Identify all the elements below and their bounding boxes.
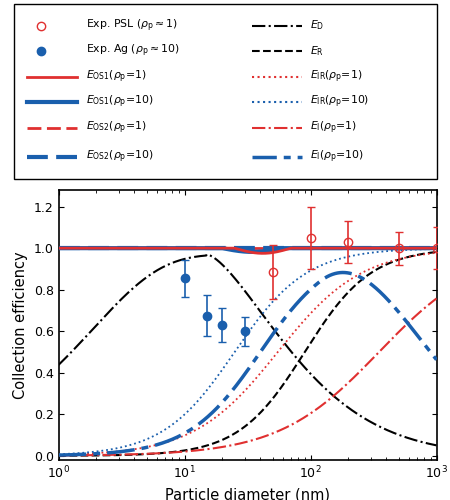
Text: Exp. PSL ($\rho_\mathrm{p}$$\approx$1): Exp. PSL ($\rho_\mathrm{p}$$\approx$1) — [86, 18, 177, 34]
Text: $E_\mathrm{I}$($\rho_\mathrm{p}$=1): $E_\mathrm{I}$($\rho_\mathrm{p}$=1) — [310, 120, 357, 136]
Text: $E_\mathrm{IR}$($\rho_\mathrm{p}$=1): $E_\mathrm{IR}$($\rho_\mathrm{p}$=1) — [310, 68, 363, 85]
Text: $E_\mathrm{IR}$($\rho_\mathrm{p}$=10): $E_\mathrm{IR}$($\rho_\mathrm{p}$=10) — [310, 94, 370, 110]
Text: $E_\mathrm{D}$: $E_\mathrm{D}$ — [310, 18, 325, 32]
Text: $E_\mathrm{I}$($\rho_\mathrm{p}$=10): $E_\mathrm{I}$($\rho_\mathrm{p}$=10) — [310, 149, 365, 165]
Text: $E_\mathrm{R}$: $E_\mathrm{R}$ — [310, 44, 324, 58]
Text: $E_\mathrm{OS1}$($\rho_\mathrm{p}$=1): $E_\mathrm{OS1}$($\rho_\mathrm{p}$=1) — [86, 68, 146, 85]
Text: $E_\mathrm{OS1}$($\rho_\mathrm{p}$=10): $E_\mathrm{OS1}$($\rho_\mathrm{p}$=10) — [86, 94, 153, 110]
Y-axis label: Collection efficiency: Collection efficiency — [13, 251, 28, 399]
Text: Exp. Ag ($\rho_\mathrm{p}$$\approx$10): Exp. Ag ($\rho_\mathrm{p}$$\approx$10) — [86, 43, 179, 60]
Text: $E_\mathrm{OS2}$($\rho_\mathrm{p}$=10): $E_\mathrm{OS2}$($\rho_\mathrm{p}$=10) — [86, 149, 153, 165]
X-axis label: Particle diameter (nm): Particle diameter (nm) — [165, 487, 330, 500]
Text: $E_\mathrm{OS2}$($\rho_\mathrm{p}$=1): $E_\mathrm{OS2}$($\rho_\mathrm{p}$=1) — [86, 120, 146, 136]
